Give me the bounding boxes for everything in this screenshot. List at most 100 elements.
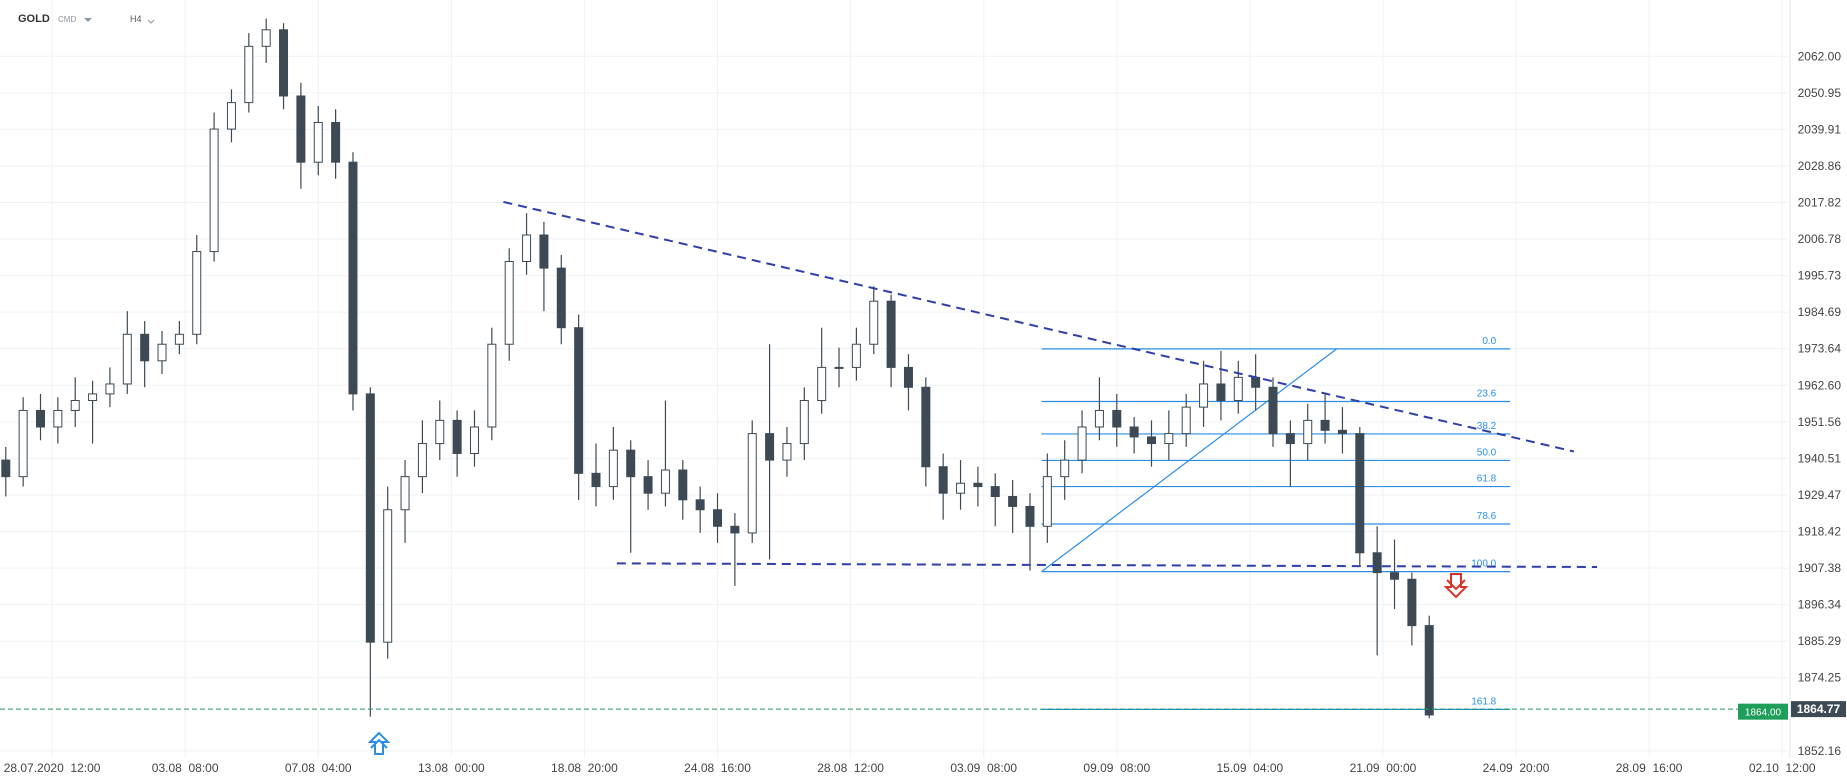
candle-body <box>973 482 983 488</box>
candle-body <box>869 300 879 345</box>
candle-body <box>157 343 167 362</box>
candle-body <box>782 443 792 461</box>
price-tag-label: 1864.77 <box>1797 702 1841 716</box>
y-tick-label: 1995.73 <box>1798 269 1842 283</box>
fib-label: 161.8 <box>1471 696 1496 707</box>
candle-body <box>53 409 63 428</box>
candle-body <box>574 327 584 474</box>
candle-body <box>591 472 601 488</box>
candle-body <box>313 121 323 163</box>
candle-body <box>1337 429 1347 435</box>
candle-body <box>921 386 931 468</box>
candle-body <box>990 486 1000 498</box>
candle-body <box>88 393 98 402</box>
fib-label: 38.2 <box>1477 421 1497 432</box>
candle-body <box>747 433 757 534</box>
price-tag <box>1791 701 1846 718</box>
x-tick-label: 21.09 00:00 <box>1350 761 1417 775</box>
y-tick-label: 1907.38 <box>1798 561 1842 575</box>
candle-body <box>1233 376 1243 402</box>
x-tick-label: 03.09 08:00 <box>950 761 1017 775</box>
y-tick-label: 1874.25 <box>1798 671 1842 685</box>
candle-body <box>1094 409 1104 428</box>
candle-body <box>678 469 688 501</box>
candle-body <box>122 333 132 385</box>
candle-body <box>331 121 341 163</box>
y-tick-label: 1852.16 <box>1798 744 1842 758</box>
candle-body <box>522 234 532 262</box>
candle-body <box>36 409 46 428</box>
x-tick-label: 18.08 20:00 <box>551 761 618 775</box>
candle-body <box>1268 386 1278 435</box>
candle-body <box>713 509 723 527</box>
symbol[interactable]: GOLD <box>18 13 50 25</box>
candle-body <box>192 251 202 335</box>
candle-body <box>1146 436 1156 445</box>
y-tick-label: 2050.95 <box>1798 86 1842 100</box>
dropdown-caret[interactable] <box>84 18 92 22</box>
y-tick-label: 1918.42 <box>1798 525 1842 539</box>
candle-body <box>261 29 271 47</box>
x-tick-label: 09.09 08:00 <box>1083 761 1150 775</box>
candle-body <box>1060 459 1070 478</box>
candle-body <box>886 300 896 368</box>
x-tick-label: 28.07.2020 12:00 <box>4 761 101 775</box>
y-tick-label: 2062.00 <box>1798 49 1842 63</box>
candle-body <box>435 419 445 445</box>
candle-body <box>956 482 966 494</box>
candle-body <box>140 333 150 362</box>
candle-body <box>1407 578 1417 627</box>
candle-body <box>1008 496 1018 507</box>
price-tag <box>1738 703 1788 720</box>
candle-body <box>244 45 254 104</box>
y-tick-label: 1973.64 <box>1798 342 1842 356</box>
candle-body <box>504 260 514 345</box>
x-tick-label: 28.09 16:00 <box>1616 761 1683 775</box>
dropdown-caret[interactable] <box>147 19 155 24</box>
y-tick-label: 1962.60 <box>1798 378 1842 392</box>
candle-body <box>799 400 809 445</box>
candle-body <box>938 466 948 494</box>
candle-body <box>1164 433 1174 445</box>
fib-label: 100.0 <box>1471 559 1496 570</box>
fib-label: 78.6 <box>1477 511 1497 522</box>
y-tick-label: 1929.47 <box>1798 488 1842 502</box>
candle-body <box>365 393 375 643</box>
candle-body <box>903 366 913 388</box>
candle-body <box>487 343 497 428</box>
x-tick-label: 15.09 04:00 <box>1216 761 1283 775</box>
y-tick-label: 2039.91 <box>1798 122 1842 136</box>
candle-body <box>539 234 549 269</box>
candle-body <box>1112 409 1122 428</box>
candle-body <box>1077 426 1087 461</box>
candle-body <box>695 499 705 511</box>
candle-body <box>417 443 427 478</box>
candle-body <box>70 400 80 411</box>
candle-body <box>1199 383 1209 408</box>
candle-body <box>348 161 358 395</box>
candle-body <box>226 102 236 130</box>
interval[interactable]: H4 <box>130 14 142 24</box>
candle-body <box>608 449 618 488</box>
candle-body <box>1251 376 1261 388</box>
candle-body <box>452 419 462 454</box>
fib-label: 0.0 <box>1482 336 1496 347</box>
candle-body <box>1372 552 1382 574</box>
candle-body <box>1285 433 1295 445</box>
candle-body <box>400 476 410 511</box>
fib-label: 61.8 <box>1477 474 1497 485</box>
y-tick-label: 2017.82 <box>1798 196 1842 210</box>
candle-body <box>1390 572 1400 580</box>
candle-body <box>765 433 775 461</box>
candle-body <box>174 333 184 345</box>
buy-arrow <box>367 731 391 755</box>
candle-body <box>1303 419 1313 445</box>
x-tick-label: 24.08 16:00 <box>684 761 751 775</box>
y-tick-label: 2006.78 <box>1798 232 1842 246</box>
fib-diagonal <box>1041 348 1338 573</box>
candle-body <box>851 343 861 368</box>
candle-body <box>730 525 740 534</box>
